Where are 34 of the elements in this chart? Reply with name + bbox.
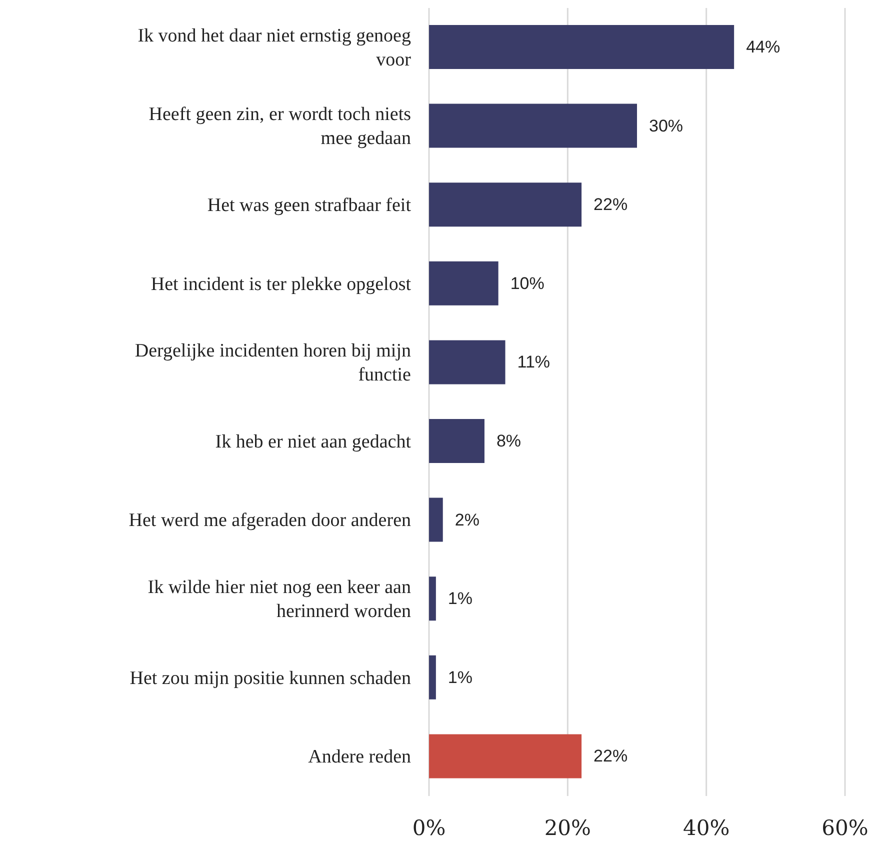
bar bbox=[429, 261, 498, 306]
bar bbox=[429, 340, 506, 384]
data-label: 44% bbox=[746, 38, 780, 56]
data-label: 8% bbox=[496, 432, 522, 450]
y-tick-label: Ik vond het daar niet ernstig genoeg voor bbox=[138, 24, 412, 70]
bar bbox=[429, 498, 443, 542]
data-label: 11% bbox=[517, 352, 550, 372]
bar bbox=[429, 419, 484, 463]
data-label: 10% bbox=[510, 274, 544, 293]
y-tick-label: Andere reden bbox=[308, 746, 412, 768]
y-tick-label: Het werd me afgeraden door anderen bbox=[128, 510, 412, 531]
y-tick-label: Ik heb er niet aan gedacht bbox=[215, 430, 412, 452]
y-tick-label: Het was geen strafbaar feit bbox=[207, 194, 412, 216]
data-label: 22% bbox=[594, 195, 628, 214]
x-tick-label: 60% bbox=[822, 816, 868, 840]
bar bbox=[429, 576, 436, 621]
y-tick-label: Ik wilde hier niet nog een keer aan herinnerd worden bbox=[148, 576, 412, 622]
data-label: 22% bbox=[594, 746, 628, 766]
y-tick-label: Het zou mijn positie kunnen schaden bbox=[130, 667, 412, 688]
bar bbox=[429, 182, 582, 227]
y-tick-label: Heeft geen zin, er wordt toch niets mee gedaan bbox=[148, 104, 412, 149]
data-label: 1% bbox=[448, 668, 473, 687]
x-tick-label: 20% bbox=[544, 816, 592, 840]
data-label: 2% bbox=[454, 510, 480, 530]
bar bbox=[429, 25, 734, 69]
bar bbox=[429, 655, 436, 700]
bar bbox=[429, 734, 582, 778]
x-tick-label: 0% bbox=[412, 816, 446, 840]
data-label: 1% bbox=[448, 589, 473, 608]
bar bbox=[429, 104, 637, 148]
data-label: 30% bbox=[649, 116, 684, 136]
x-tick-label: 40% bbox=[682, 816, 730, 840]
y-tick-label: Dergelijke incidenten horen bij mijn functie bbox=[134, 340, 412, 386]
y-tick-label: Het incident is ter plekke opgelost bbox=[150, 273, 412, 294]
